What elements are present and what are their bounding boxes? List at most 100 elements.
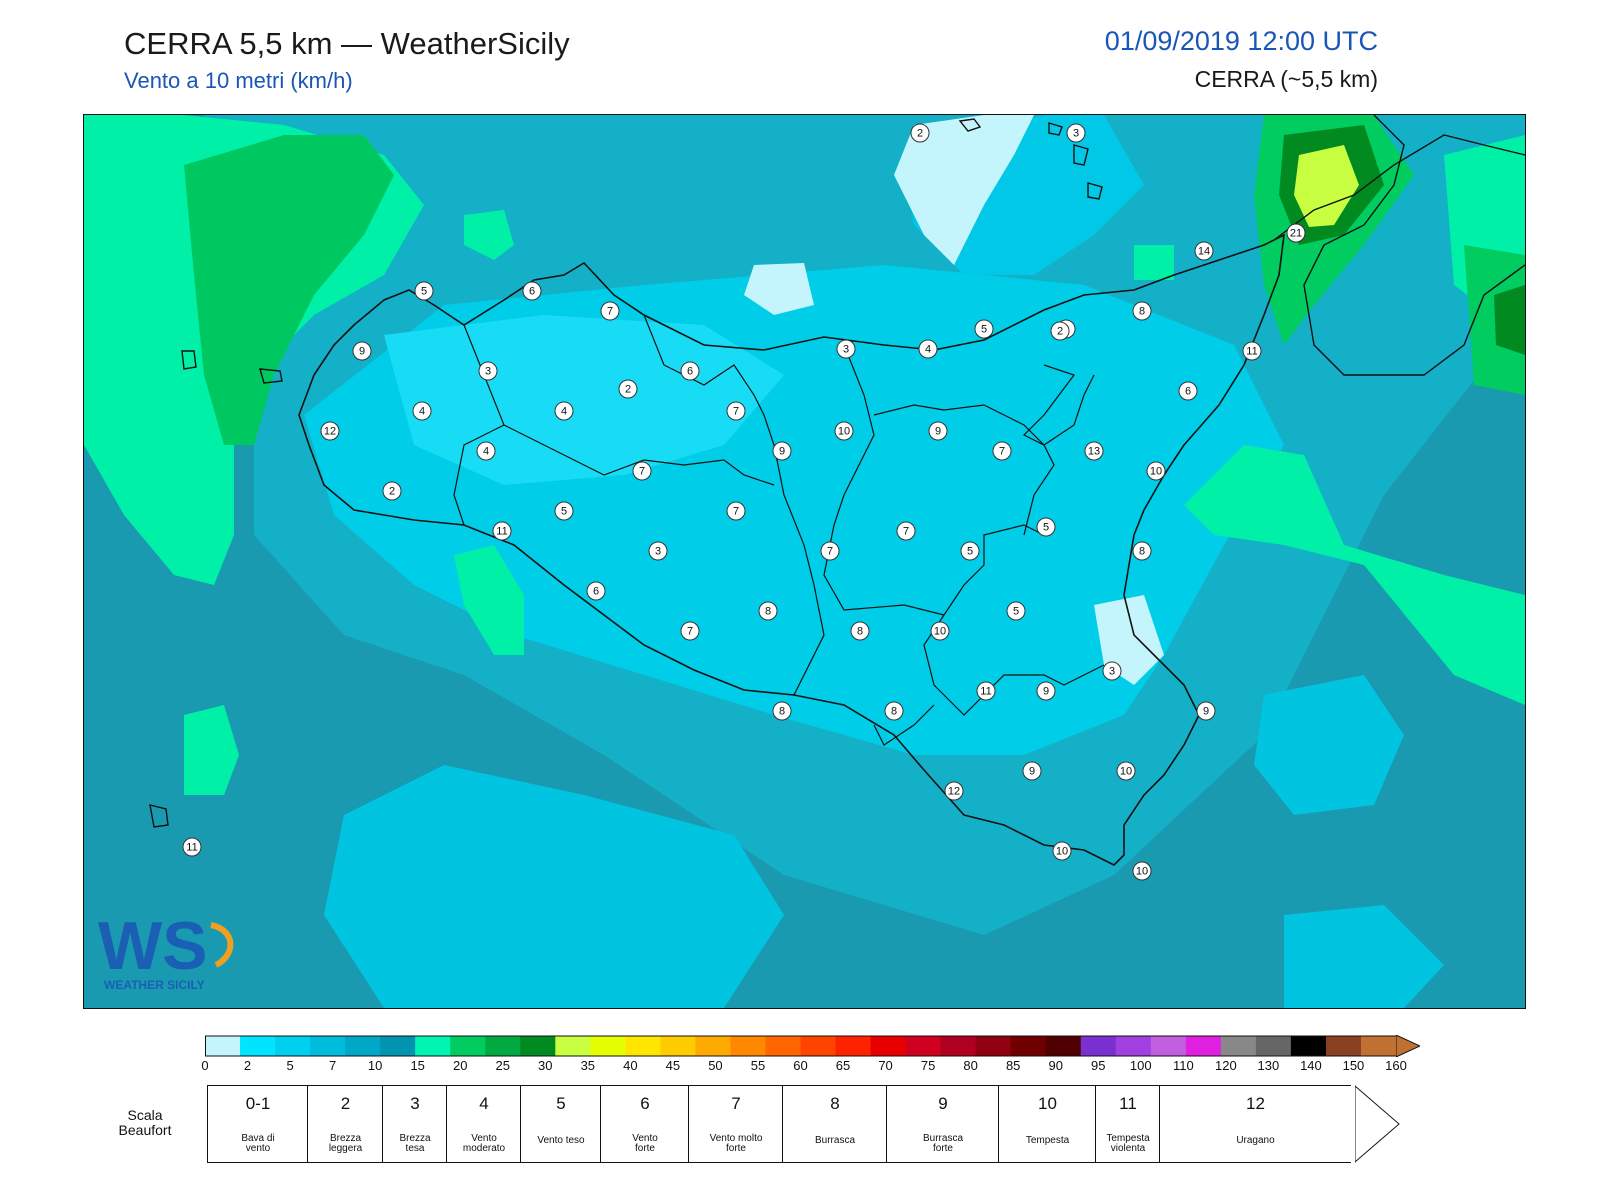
station-marker-circle (478, 361, 498, 381)
station-value: 7 (827, 546, 833, 558)
beaufort-desc-line1: Vento (471, 1133, 497, 1144)
colorbar-swatch (1115, 1036, 1152, 1056)
station-marker: 3 (1102, 661, 1122, 681)
province-border (643, 314, 825, 696)
colorbar-tick-label: 20 (452, 1058, 468, 1073)
station-marker-circle (554, 401, 574, 421)
colorbar-tick-label: 15 (410, 1058, 425, 1073)
station-marker-circle (918, 339, 938, 359)
station-value: 7 (733, 406, 739, 418)
station-value: 11 (980, 686, 991, 698)
beaufort-level-number: 4 (479, 1094, 489, 1113)
station-value: 12 (324, 426, 336, 438)
station-value: 4 (419, 406, 425, 418)
station-value: 3 (1109, 666, 1115, 678)
station-marker-circle (1242, 341, 1262, 361)
beaufort-level: 12 Uragano (1159, 1085, 1351, 1163)
station-marker-circle (928, 421, 948, 441)
station-marker: 7 (726, 501, 746, 521)
station-marker-circle (820, 541, 840, 561)
station-marker-circle (1194, 241, 1214, 261)
colorbar-swatch (1360, 1036, 1397, 1056)
station-value: 8 (891, 706, 897, 718)
station-marker: 8 (850, 621, 870, 641)
station-marker-circle (492, 521, 512, 541)
beaufort-level: 2 Brezza leggera (307, 1085, 383, 1163)
colorbar-tick-label: 60 (793, 1058, 808, 1073)
station-marker-circle (182, 837, 202, 857)
beaufort-desc-line2: leggera (328, 1143, 363, 1154)
station-marker: 21 (1286, 223, 1306, 243)
station-marker-circle (1146, 461, 1166, 481)
wind-map[interactable]: 2321145679362342528114471210969713472105… (83, 114, 1526, 1009)
colorbar-swatch (905, 1036, 942, 1056)
station-value: 10 (1120, 766, 1132, 778)
wind-field-zone (184, 135, 394, 445)
beaufort-label-line2: Beaufort (118, 1122, 172, 1138)
colorbar-tick-label: 45 (665, 1058, 681, 1073)
station-marker: 9 (1036, 681, 1056, 701)
beaufort-level-description: Brezza tesa (383, 1134, 447, 1154)
station-marker-circle (586, 581, 606, 601)
station-value: 3 (843, 344, 849, 356)
station-marker: 10 (1146, 461, 1166, 481)
station-value: 11 (1246, 346, 1257, 358)
beaufort-level: 0-1 Bava di vento (207, 1085, 308, 1163)
calabria-coastline (1303, 115, 1525, 376)
beaufort-label-line1: Scala (127, 1107, 163, 1123)
colorbar-tick-label: 30 (538, 1058, 553, 1073)
station-marker-circle (772, 441, 792, 461)
station-marker-circle (944, 781, 964, 801)
station-value: 3 (655, 546, 661, 558)
wind-field-zone (1184, 445, 1525, 705)
colorbar-swatch (1220, 1036, 1257, 1056)
colorbar-swatch (205, 1036, 241, 1056)
station-marker-circle (976, 681, 996, 701)
beaufort-level-number: 9 (938, 1094, 948, 1113)
map-subtitle: Vento a 10 metri (km/h) (124, 68, 353, 93)
wind-field-zone (744, 263, 814, 315)
beaufort-level-description: Uragano (1160, 1136, 1351, 1146)
station-marker-circle (726, 401, 746, 421)
colorbar-swatch (380, 1036, 416, 1056)
beaufort-level-number: 8 (830, 1094, 840, 1113)
station-marker-circle (648, 541, 668, 561)
colorbar-tick-label: 80 (963, 1058, 978, 1073)
station-marker-circle (1036, 517, 1056, 537)
station-marker-circle (1084, 441, 1104, 461)
station-marker-circle (1102, 661, 1122, 681)
beaufort-level-number: 5 (556, 1094, 566, 1113)
beaufort-desc-line2: forte (634, 1143, 655, 1154)
beaufort-level: 10 Tempesta (998, 1085, 1096, 1163)
colorbar-tick-label: 50 (708, 1058, 723, 1073)
beaufort-level: 4 Vento moderato (446, 1085, 521, 1163)
station-marker: 9 (928, 421, 948, 441)
calabria-coastline (1273, 134, 1525, 241)
beaufort-level-description: Vento moderato (447, 1134, 521, 1154)
colorbar-swatch (310, 1036, 346, 1056)
beaufort-desc-line2: moderato (462, 1143, 506, 1154)
station-marker: 14 (1194, 241, 1214, 261)
station-value: 3 (1073, 128, 1079, 140)
province-border (1022, 364, 1095, 446)
wind-field-zone (1254, 675, 1404, 815)
station-value: 7 (999, 446, 1005, 458)
station-marker: 3 (836, 339, 856, 359)
colorbar-swatch (240, 1036, 276, 1056)
beaufort-level: 3 Brezza tesa (382, 1085, 447, 1163)
beaufort-level: 9 Burrasca forte (886, 1085, 999, 1163)
station-value: 2 (389, 486, 395, 498)
beaufort-level-description: Burrasca forte (887, 1134, 999, 1154)
station-marker-circle (320, 421, 340, 441)
model-label: CERRA (~5,5 km) (1194, 66, 1378, 92)
station-marker: 4 (918, 339, 938, 359)
station-marker: 8 (1132, 541, 1152, 561)
wind-field-zone (1464, 245, 1525, 395)
wind-field-zone (184, 705, 239, 795)
beaufort-level: 6 Vento forte (600, 1085, 689, 1163)
colorbar-ticks: 0 2 5 7 10 15 20 25 30 35 40 45 50 55 60 65 70 75 80 85 90 95… (201, 1058, 1406, 1078)
wind-map-canvas[interactable]: 2321145679362342528114471210969713472105… (84, 115, 1525, 1008)
beaufort-level-description: Vento forte (601, 1134, 689, 1154)
beaufort-level-description: Tempesta (999, 1136, 1096, 1146)
beaufort-level-number: 7 (731, 1094, 741, 1113)
